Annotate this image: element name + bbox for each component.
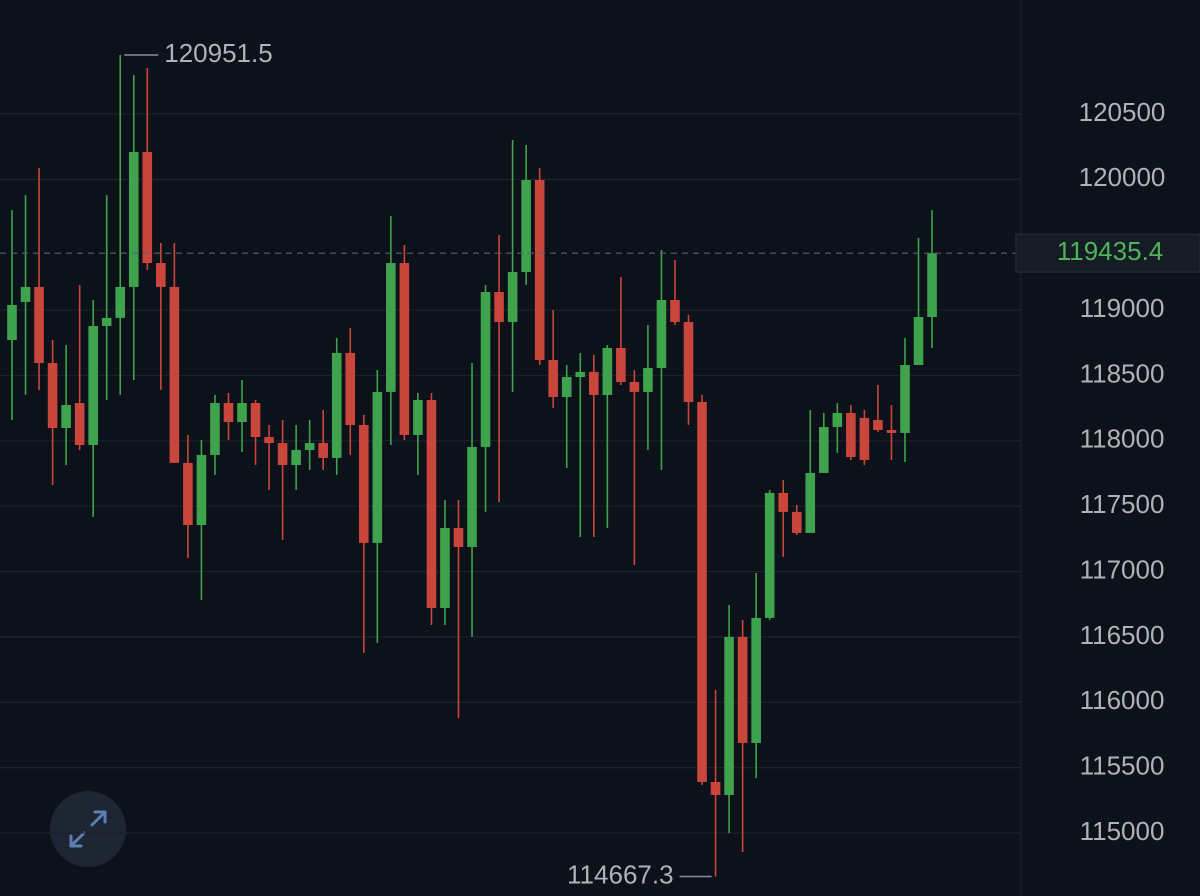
last-price-box	[1015, 233, 1200, 273]
candle-body	[873, 420, 883, 430]
high-label: 120951.5	[164, 38, 272, 68]
candle-body	[88, 326, 98, 445]
candle-body	[196, 454, 207, 525]
candle-body	[697, 401, 707, 783]
candle-body	[656, 300, 667, 368]
candle-body	[480, 292, 491, 447]
y-tick-label: 115500	[1080, 751, 1165, 781]
candle-body	[47, 363, 58, 428]
candle-body	[507, 272, 518, 322]
candle-body	[142, 152, 153, 264]
candle-body	[643, 367, 653, 392]
candle-body	[223, 403, 234, 422]
candle-body	[34, 286, 44, 364]
candle-body	[764, 492, 775, 618]
y-tick-label: 116000	[1080, 685, 1165, 715]
candle-body	[156, 263, 166, 287]
candle-body	[805, 472, 816, 533]
y-tick-label: 118000	[1080, 424, 1165, 454]
candle-body	[913, 317, 924, 365]
candle-body	[291, 449, 301, 465]
candle-body	[710, 782, 721, 795]
candle-body	[832, 412, 843, 427]
candle-body	[169, 286, 180, 463]
candle-body	[588, 371, 599, 395]
candle-body	[128, 152, 139, 287]
expand-icon[interactable]	[69, 810, 107, 848]
candle-body	[399, 263, 410, 435]
candle-body	[616, 347, 626, 382]
candle-body	[345, 352, 356, 425]
candle-body	[386, 263, 396, 392]
low-label: 114667.3	[567, 859, 674, 889]
candle-body	[778, 492, 789, 512]
candle-body	[331, 352, 342, 458]
candle-body	[74, 403, 85, 445]
candle-body	[440, 528, 450, 609]
y-tick-label: 120500	[1079, 97, 1166, 127]
candle-body	[670, 300, 680, 322]
candle-body	[237, 403, 247, 422]
candle-body	[358, 424, 369, 543]
candle-body	[859, 417, 870, 461]
candle-body	[900, 364, 910, 433]
y-tick-label: 117000	[1080, 554, 1165, 584]
y-tick-label: 115000	[1080, 816, 1165, 846]
candle-body	[819, 426, 829, 473]
candle-body	[101, 317, 112, 327]
candle-body	[886, 429, 897, 433]
candle-body	[413, 400, 423, 435]
candle-body	[250, 403, 261, 438]
candle-body	[115, 286, 126, 318]
candle-body	[629, 381, 640, 392]
candle-body	[304, 443, 315, 450]
y-tick-label: 116500	[1080, 620, 1165, 650]
last-price-label: 119435.4	[1057, 236, 1164, 266]
candle-body	[737, 636, 748, 743]
y-tick-label: 120000	[1079, 162, 1166, 192]
expand-button-bg[interactable]	[50, 791, 126, 867]
candle-body	[467, 446, 477, 547]
candle-body	[318, 443, 328, 458]
candle-body	[426, 400, 437, 609]
candle-body	[575, 371, 586, 378]
y-tick-label: 119000	[1080, 293, 1165, 323]
candle-body	[846, 412, 856, 458]
candle-body	[183, 462, 193, 525]
candle-body	[210, 403, 220, 455]
candle-body	[521, 180, 531, 273]
y-tick-label: 117500	[1080, 489, 1165, 519]
candle-body	[683, 321, 694, 402]
candle-body	[927, 253, 937, 318]
candle-body	[20, 286, 31, 302]
candle-body	[791, 511, 802, 533]
candle-body	[264, 437, 274, 444]
candle-body	[534, 180, 545, 361]
candle-body	[277, 443, 288, 465]
candle-body	[453, 528, 464, 547]
candle-body	[548, 360, 558, 398]
candle-body	[602, 347, 613, 395]
expand-button[interactable]	[50, 791, 126, 867]
y-tick-label: 118500	[1080, 358, 1165, 388]
candle-body	[494, 292, 504, 322]
candle-body	[724, 636, 734, 795]
candle-body	[61, 404, 71, 428]
candle-body	[7, 304, 17, 341]
candle-body	[561, 377, 572, 398]
candle-body	[372, 391, 383, 543]
candle-body	[751, 617, 761, 743]
